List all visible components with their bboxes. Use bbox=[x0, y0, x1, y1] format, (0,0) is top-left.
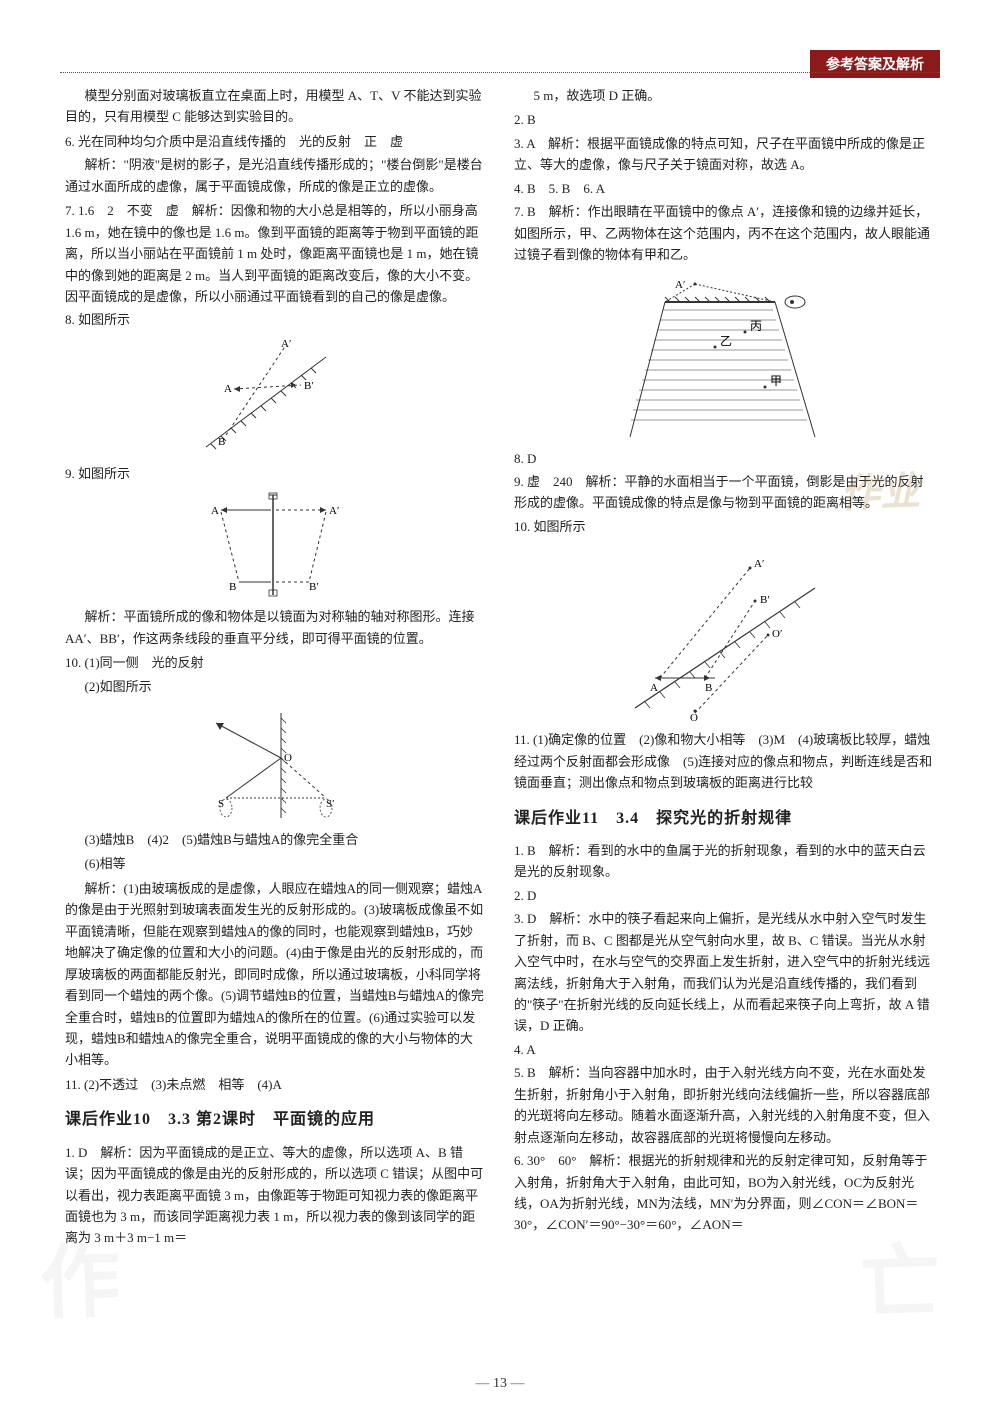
section-title: 课后作业11 3.4 探究光的折射规律 bbox=[514, 806, 935, 832]
label-A: A bbox=[650, 682, 658, 694]
answer-item: 2. D bbox=[514, 885, 935, 906]
label-Ap: A′ bbox=[281, 338, 291, 350]
answer-item: 2. B bbox=[514, 109, 935, 130]
label-Op: O′ bbox=[772, 628, 782, 640]
answer-item: 10. (1)同一侧 光的反射 bbox=[65, 652, 486, 673]
answer-item: 9. 如图所示 bbox=[65, 463, 486, 484]
label-Bp: B′ bbox=[309, 581, 319, 593]
figure-7-mirror-view-diagram: A′ 丙 乙 甲 bbox=[615, 272, 835, 442]
right-column: 5 m，故选项 D 正确。 2. B 3. A 解析：根据平面镜成像的特点可知，… bbox=[514, 85, 935, 1364]
analysis-block: 解析：平面镜所成的像和物体是以镜面为对称轴的轴对称图形。连接 AA′、BB′，作… bbox=[65, 606, 486, 649]
label-O: O bbox=[284, 752, 292, 764]
label-B: B bbox=[218, 436, 225, 448]
answer-item: 5. B 解析：当向容器中加水时，由于入射光线方向不变，光在水面处发生折射，折射… bbox=[514, 1062, 935, 1148]
answer-sub: (2)如图所示 bbox=[65, 676, 486, 697]
figure-8-mirror-diagram: A B′ A′ B bbox=[196, 337, 356, 457]
label-Bp: B′ bbox=[760, 594, 770, 606]
label-Bp: B′ bbox=[304, 380, 314, 392]
label-Ap: A′ bbox=[329, 505, 339, 517]
answer-item: 6. 30° 60° 解析：根据光的折射规律和光的反射定律可知，反射角等于入射角… bbox=[514, 1150, 935, 1236]
label-B: B bbox=[229, 581, 236, 593]
label-jia: 甲 bbox=[770, 374, 782, 388]
label-Ap: A′ bbox=[675, 279, 685, 291]
figure-10-reflection-diagram: O S S′ bbox=[196, 703, 356, 823]
text-block: 5 m，故选项 D 正确。 bbox=[514, 85, 935, 106]
answer-item: 3. D 解析：水中的筷子看起来向上偏折，是光线从水中射入空气时发生了折射，而 … bbox=[514, 908, 935, 1037]
answer-item: 1. D 解析：因为平面镜成的是正立、等大的虚像，所以选项 A、B 错误；因为平… bbox=[65, 1142, 486, 1249]
figure-10-right-diagram: A B A′ B′ O′ O bbox=[620, 543, 830, 723]
section-title: 课后作业10 3.3 第2课时 平面镜的应用 bbox=[65, 1107, 486, 1133]
answer-sub: (6)相等 bbox=[65, 853, 486, 874]
answer-item: 4. B 5. B 6. A bbox=[514, 178, 935, 199]
answer-item: 6. 光在同种均匀介质中是沿直线传播的 光的反射 正 虚 bbox=[65, 131, 486, 152]
content-columns: 模型分别面对玻璃板直立在桌面上时，用模型 A、T、V 不能达到实验目的，只有用模… bbox=[65, 85, 935, 1364]
answer-item: 8. 如图所示 bbox=[65, 309, 486, 330]
page-number: 13 bbox=[476, 1376, 525, 1392]
figure-9-mirror-diagram: A A′ B B′ bbox=[191, 490, 361, 600]
answer-item: 10. 如图所示 bbox=[514, 516, 935, 537]
header-divider bbox=[60, 72, 940, 73]
analysis-block: 解析：(1)由玻璃板成的是虚像，人眼应在蜡烛A的同一侧观察；蜡烛A的像是由于光照… bbox=[65, 878, 486, 1071]
answer-item: 4. A bbox=[514, 1039, 935, 1060]
answer-item: 1. B 解析：看到的水中的鱼属于光的折射现象，看到的水中的蓝天白云是光的反射现… bbox=[514, 840, 935, 883]
left-column: 模型分别面对玻璃板直立在桌面上时，用模型 A、T、V 不能达到实验目的，只有用模… bbox=[65, 85, 486, 1364]
answer-item: 3. A 解析：根据平面镜成像的特点可知，尺子在平面镜中所成的像是正立、等大的虚… bbox=[514, 133, 935, 176]
label-Ap: A′ bbox=[754, 558, 764, 570]
answer-item: 7. 1.6 2 不变 虚 解析：因像和物的大小总是相等的，所以小丽身高 1.6… bbox=[65, 200, 486, 307]
label-bing: 丙 bbox=[750, 319, 762, 333]
answer-item: 7. B 解析：作出眼睛在平面镜中的像点 A′，连接像和镜的边缘并延长，如图所示… bbox=[514, 201, 935, 265]
answer-item: 8. D bbox=[514, 448, 935, 469]
answer-sub: (3)蜡烛B (4)2 (5)蜡烛B与蜡烛A的像完全重合 bbox=[65, 829, 486, 850]
label-yi: 乙 bbox=[720, 334, 732, 348]
label-A: A bbox=[224, 383, 232, 395]
analysis-block: 解析："阴液"是树的影子，是光沿直线传播形成的；"楼台倒影"是楼台通过水面所成的… bbox=[65, 154, 486, 197]
answer-item: 9. 虚 240 解析：平静的水面相当于一个平面镜，倒影是由于光的反射形成的虚像… bbox=[514, 471, 935, 514]
text-block: 模型分别面对玻璃板直立在桌面上时，用模型 A、T、V 不能达到实验目的，只有用模… bbox=[65, 85, 486, 128]
label-B: B bbox=[705, 682, 712, 694]
analysis-text: 解析："阴液"是树的影子，是光沿直线传播形成的；"楼台倒影"是楼台通过水面所成的… bbox=[65, 157, 483, 193]
answer-item: 11. (1)确定像的位置 (2)像和物大小相等 (3)M (4)玻璃板比较厚，… bbox=[514, 729, 935, 793]
label-A: A bbox=[211, 505, 219, 517]
label-Sp: S′ bbox=[326, 798, 335, 810]
label-O: O bbox=[690, 712, 698, 723]
answer-item: 11. (2)不透过 (3)未点燃 相等 (4)A bbox=[65, 1074, 486, 1095]
header-banner: 参考答案及解析 bbox=[810, 50, 940, 78]
